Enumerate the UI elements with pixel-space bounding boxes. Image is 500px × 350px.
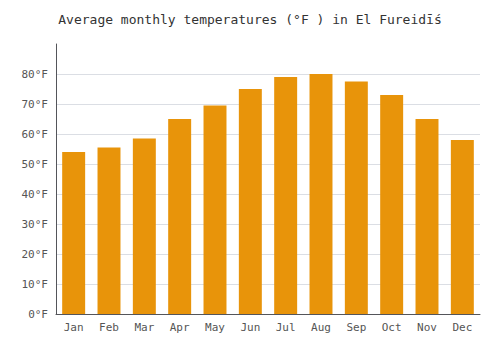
svg-text:40°F: 40°F bbox=[22, 188, 49, 201]
svg-text:Feb: Feb bbox=[99, 321, 119, 334]
svg-text:Jul: Jul bbox=[276, 321, 296, 334]
svg-text:May: May bbox=[205, 321, 225, 334]
svg-text:Mar: Mar bbox=[134, 321, 154, 334]
svg-text:Oct: Oct bbox=[382, 321, 402, 334]
svg-text:50°F: 50°F bbox=[22, 158, 49, 171]
svg-text:Aug: Aug bbox=[311, 321, 331, 334]
svg-text:0°F: 0°F bbox=[28, 308, 48, 321]
svg-text:Nov: Nov bbox=[417, 321, 437, 334]
svg-text:30°F: 30°F bbox=[22, 218, 49, 231]
svg-text:70°F: 70°F bbox=[22, 98, 49, 111]
svg-text:60°F: 60°F bbox=[22, 128, 49, 141]
svg-text:Jan: Jan bbox=[64, 321, 84, 334]
svg-text:Sep: Sep bbox=[346, 321, 366, 334]
svg-text:Dec: Dec bbox=[452, 321, 472, 334]
svg-text:80°F: 80°F bbox=[22, 68, 49, 81]
svg-text:10°F: 10°F bbox=[22, 278, 49, 291]
svg-text:Apr: Apr bbox=[170, 321, 190, 334]
svg-text:Average monthly temperatures (: Average monthly temperatures (°F ) in El… bbox=[58, 12, 442, 27]
svg-text:20°F: 20°F bbox=[22, 248, 49, 261]
svg-text:Jun: Jun bbox=[240, 321, 260, 334]
